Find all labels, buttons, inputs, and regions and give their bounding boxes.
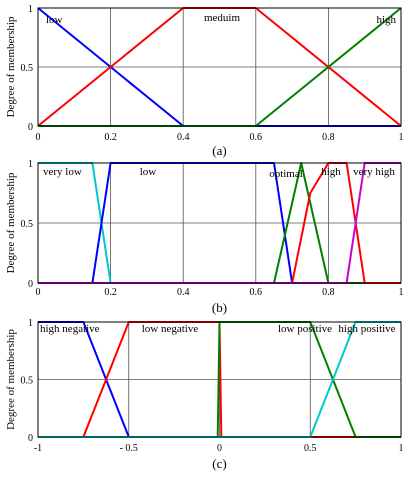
- set-label: meduim: [204, 12, 240, 24]
- x-tick-label: 0.8: [322, 132, 335, 143]
- x-tick-label: 1: [399, 132, 404, 143]
- x-tick-label: 0.2: [104, 132, 117, 143]
- x-tick-label: -1: [34, 443, 42, 454]
- x-tick-label: 0.6: [250, 287, 263, 298]
- set-label: low negative: [142, 323, 199, 335]
- y-axis-label: Degree of membership: [5, 16, 17, 117]
- y-tick-label: 0: [28, 279, 33, 290]
- x-tick-label: 0.2: [104, 287, 117, 298]
- panel-caption: (c): [212, 456, 226, 471]
- set-label: very high: [353, 166, 395, 178]
- x-tick-label: 0.4: [177, 132, 190, 143]
- x-tick-label: 1: [399, 443, 404, 454]
- y-tick-label: 1: [28, 159, 33, 170]
- y-tick-label: 0: [28, 122, 33, 133]
- y-tick-label: 1: [28, 318, 33, 329]
- set-label: high: [321, 166, 341, 178]
- y-axis-label: Degree of membership: [5, 329, 17, 430]
- plot-frame: [37, 321, 402, 438]
- plot-frame: [37, 162, 402, 284]
- x-tick-label: 0: [217, 443, 222, 454]
- y-tick-label: 0: [28, 433, 33, 444]
- panel-b: 0 0.2 0.4 0.6 0.8 1 0 0.5 1 very low low optimal hig…: [5, 159, 404, 315]
- set-label: low: [46, 14, 63, 26]
- set-label: high negative: [40, 323, 100, 335]
- set-label: high: [376, 14, 396, 26]
- y-axis-label: Degree of membership: [5, 172, 17, 273]
- x-tick-label: 0.5: [304, 443, 317, 454]
- y-tick-label: 1: [28, 4, 33, 15]
- panel-caption: (a): [212, 143, 226, 158]
- panel-a: 0 0.2 0.4 0.6 0.8 1 0 0.5 1 low meduim high Degree o…: [5, 4, 404, 158]
- set-label: low positive: [278, 323, 332, 335]
- x-tick-label: 0.6: [250, 132, 263, 143]
- x-tick-label: 0: [36, 132, 41, 143]
- x-tick-label: 0: [36, 287, 41, 298]
- set-label: high positive: [338, 323, 395, 335]
- x-tick-label: - 0.5: [120, 443, 138, 454]
- y-tick-label: 0.5: [21, 219, 34, 230]
- set-label: low: [140, 166, 157, 178]
- y-tick-label: 0.5: [21, 376, 34, 387]
- set-label: very low: [43, 166, 82, 178]
- x-tick-label: 0.4: [177, 287, 190, 298]
- y-tick-label: 0.5: [21, 63, 34, 74]
- x-tick-label: 1: [399, 287, 404, 298]
- x-tick-label: 0.8: [322, 287, 335, 298]
- panel-caption: (b): [212, 300, 227, 315]
- plot-frame: [37, 7, 402, 127]
- set-label: optimal: [269, 168, 303, 180]
- panel-c: -1 - 0.5 0 0.5 1 0 0.5 1 high negative low negati…: [5, 318, 404, 471]
